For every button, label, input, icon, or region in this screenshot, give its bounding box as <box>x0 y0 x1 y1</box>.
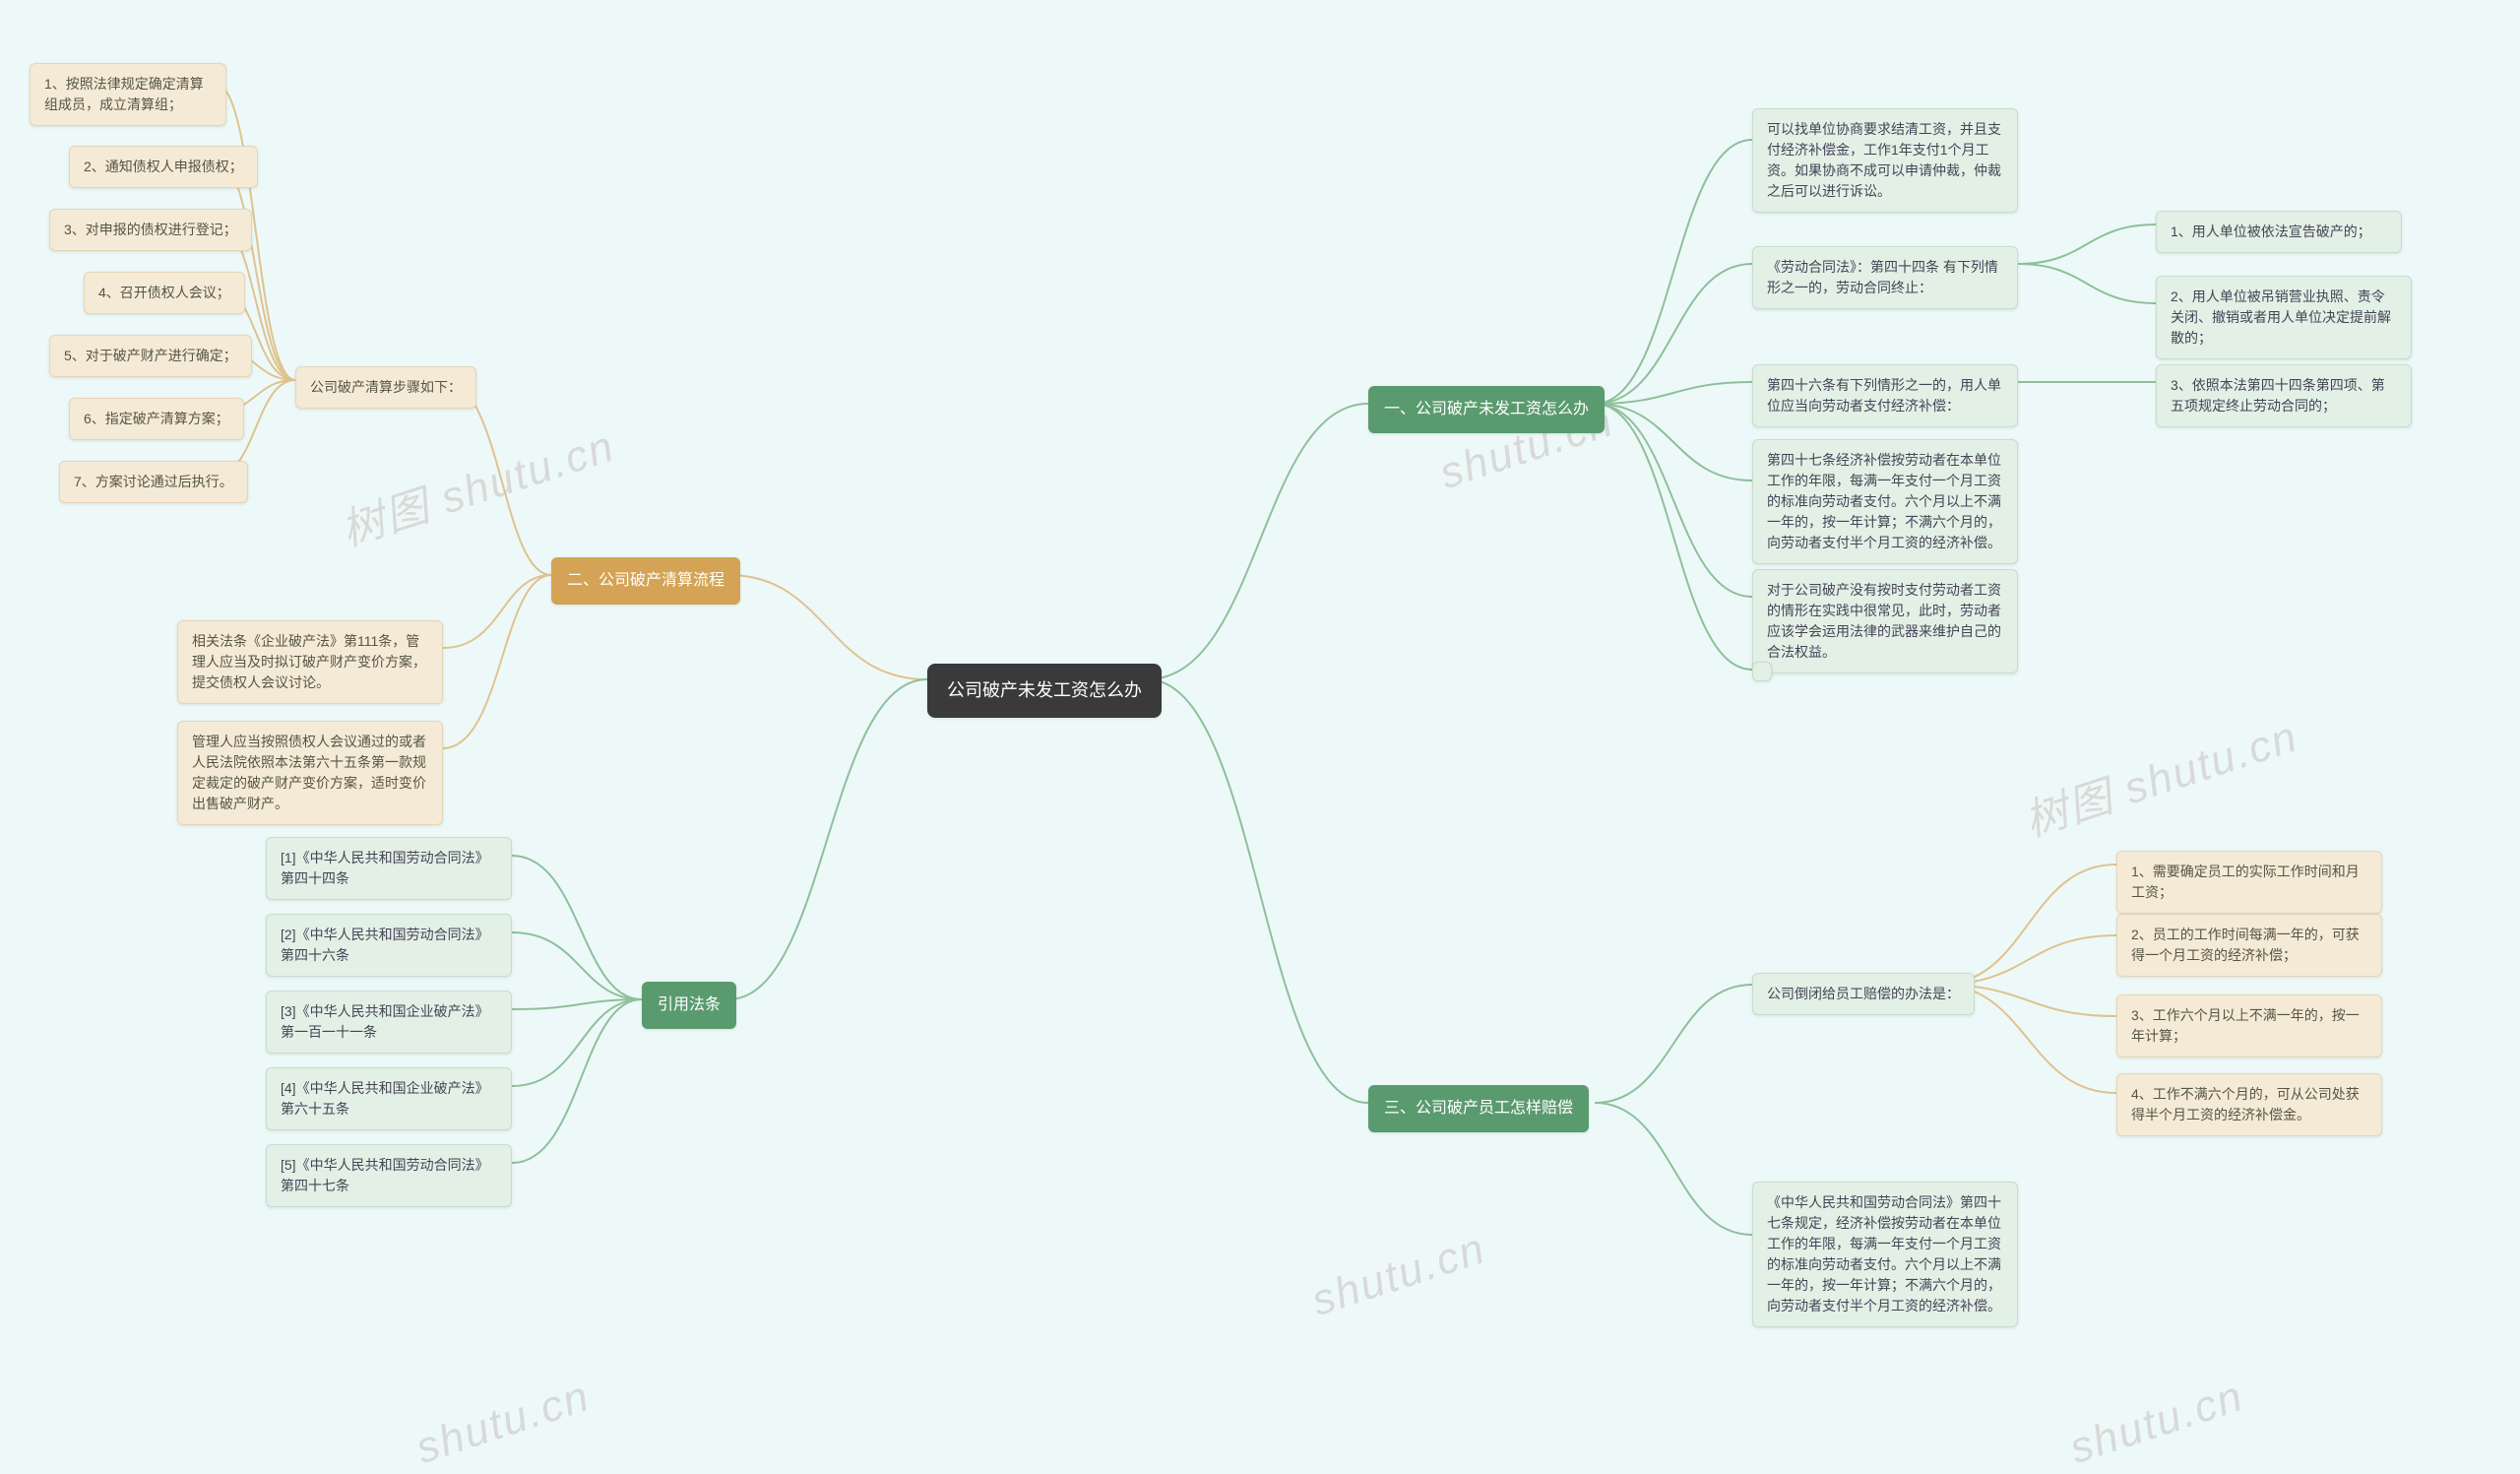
cite-item[interactable]: [2]《中华人民共和国劳动合同法》 第四十六条 <box>266 914 512 977</box>
cite-item[interactable]: [4]《中华人民共和国企业破产法》 第六十五条 <box>266 1067 512 1130</box>
branch-one-empty <box>1752 662 1772 681</box>
branch-two-step[interactable]: 7、方案讨论通过后执行。 <box>59 461 248 503</box>
branch-three-method[interactable]: 2、员工的工作时间每满一年的，可获得一个月工资的经济补偿； <box>2116 914 2382 977</box>
cite-item[interactable]: [1]《中华人民共和国劳动合同法》 第四十四条 <box>266 837 512 900</box>
branch-two-step[interactable]: 2、通知债权人申报债权； <box>69 146 258 188</box>
branch-two[interactable]: 二、公司破产清算流程 <box>551 557 740 605</box>
branch-two-para[interactable]: 管理人应当按照债权人会议通过的或者人民法院依照本法第六十五条第一款规定裁定的破产… <box>177 721 443 825</box>
branch-two-step[interactable]: 3、对申报的债权进行登记； <box>49 209 252 251</box>
branch-two-step[interactable]: 4、召开债权人会议； <box>84 272 245 314</box>
branch-one-sub44[interactable]: 1、用人单位被依法宣告破产的； <box>2156 211 2402 253</box>
branch-three[interactable]: 三、公司破产员工怎样赔偿 <box>1368 1085 1589 1132</box>
branch-one-item[interactable]: 《劳动合同法》：第四十四条 有下列情形之一的，劳动合同终止： <box>1752 246 2018 309</box>
cite-item[interactable]: [3]《中华人民共和国企业破产法》 第一百一十一条 <box>266 991 512 1054</box>
branch-one-sub44[interactable]: 2、用人单位被吊销营业执照、责令关闭、撤销或者用人单位决定提前解散的； <box>2156 276 2412 359</box>
branch-two-step[interactable]: 5、对于破产财产进行确定； <box>49 335 252 377</box>
branch-three-method-label[interactable]: 公司倒闭给员工赔偿的办法是： <box>1752 973 1975 1015</box>
branch-two-steps-label[interactable]: 公司破产清算步骤如下： <box>295 366 476 409</box>
branch-two-step[interactable]: 6、指定破产清算方案； <box>69 398 244 440</box>
branch-one-item[interactable]: 第四十六条有下列情形之一的，用人单位应当向劳动者支付经济补偿： <box>1752 364 2018 427</box>
branch-one-sub46[interactable]: 3、依照本法第四十四条第四项、第五项规定终止劳动合同的； <box>2156 364 2412 427</box>
watermark: shutu.cn <box>2064 1372 2250 1474</box>
branch-one-item[interactable]: 第四十七条经济补偿按劳动者在本单位工作的年限，每满一年支付一个月工资的标准向劳动… <box>1752 439 2018 564</box>
branch-one-item[interactable]: 对于公司破产没有按时支付劳动者工资的情形在实践中很常见，此时，劳动者应该学会运用… <box>1752 569 2018 673</box>
branch-three-method[interactable]: 4、工作不满六个月的，可从公司处获得半个月工资的经济补偿金。 <box>2116 1073 2382 1136</box>
branch-three-para[interactable]: 《中华人民共和国劳动合同法》第四十七条规定，经济补偿按劳动者在本单位工作的年限，… <box>1752 1182 2018 1327</box>
branch-three-method[interactable]: 1、需要确定员工的实际工作时间和月工资； <box>2116 851 2382 914</box>
watermark: shutu.cn <box>1306 1224 1492 1326</box>
watermark: 树图 shutu.cn <box>2015 701 2304 849</box>
branch-one-item[interactable]: 可以找单位协商要求结清工资，并且支付经济补偿金，工作1年支付1个月工资。如果协商… <box>1752 108 2018 213</box>
branch-cite[interactable]: 引用法条 <box>642 982 736 1029</box>
root-node[interactable]: 公司破产未发工资怎么办 <box>927 664 1162 718</box>
branch-three-method[interactable]: 3、工作六个月以上不满一年的，按一年计算； <box>2116 994 2382 1057</box>
branch-two-step[interactable]: 1、按照法律规定确定清算组成员，成立清算组； <box>30 63 226 126</box>
branch-two-para[interactable]: 相关法条《企业破产法》第111条，管理人应当及时拟订破产财产变价方案，提交债权人… <box>177 620 443 704</box>
branch-one[interactable]: 一、公司破产未发工资怎么办 <box>1368 386 1605 433</box>
watermark: 树图 shutu.cn <box>332 411 621 558</box>
watermark: shutu.cn <box>410 1372 597 1474</box>
cite-item[interactable]: [5]《中华人民共和国劳动合同法》 第四十七条 <box>266 1144 512 1207</box>
